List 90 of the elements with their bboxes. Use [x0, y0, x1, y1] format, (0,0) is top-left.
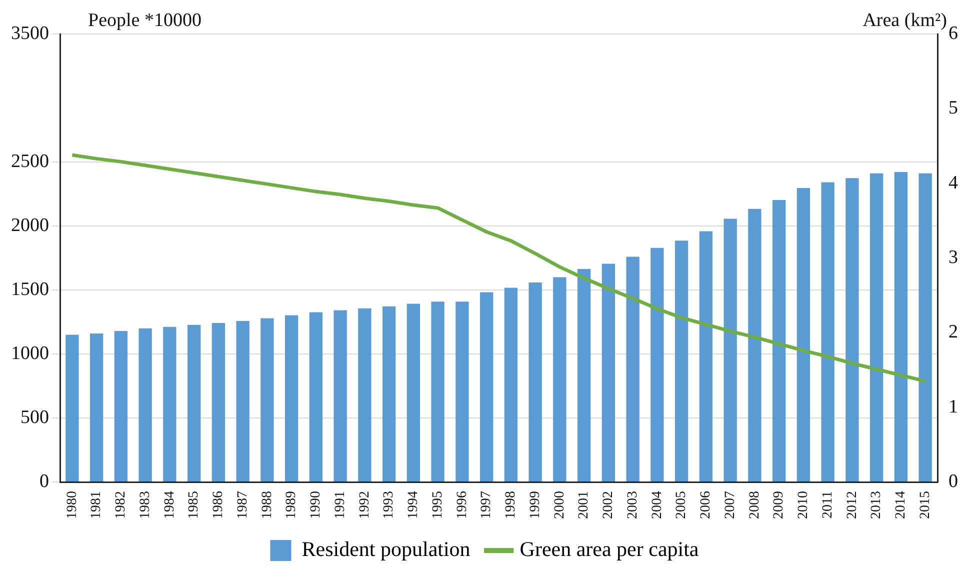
bar — [187, 324, 201, 482]
x-tick-label: 1994 — [406, 491, 422, 519]
x-tick-label: 1998 — [504, 491, 519, 519]
bar — [577, 269, 591, 482]
y2-tick-label: 4 — [948, 172, 958, 194]
bar — [626, 256, 640, 482]
bar — [553, 277, 566, 482]
bar — [846, 178, 859, 482]
x-tick-label: 2000 — [552, 491, 568, 519]
x-tick-label: 1980 — [64, 491, 80, 519]
bar — [284, 315, 298, 482]
x-tick-label: 2012 — [844, 491, 860, 519]
x-tick-label: 2015 — [918, 491, 933, 519]
x-tick-label: 1991 — [332, 491, 348, 519]
bar — [114, 330, 128, 482]
x-tick-label: 1982 — [114, 491, 129, 519]
bar — [334, 310, 347, 482]
x-tick-label: 1986 — [211, 491, 226, 519]
bar — [431, 302, 444, 482]
bar — [504, 288, 518, 482]
x-tick-label: 2010 — [796, 491, 812, 519]
bar — [260, 318, 274, 482]
bar — [163, 326, 176, 482]
x-tick-label: 1981 — [89, 491, 104, 519]
x-tick-label: 1984 — [162, 491, 178, 519]
x-tick-label: 1997 — [479, 491, 494, 519]
bar — [870, 173, 884, 482]
bar — [674, 240, 688, 482]
x-tick-label: 2002 — [601, 491, 616, 519]
x-tick-label: 1999 — [528, 491, 543, 519]
bar — [66, 334, 79, 482]
y-axis-title: People *10000 — [88, 10, 202, 32]
legend-label: Green area per capita — [520, 537, 700, 562]
y-tick-label: 2000 — [11, 214, 49, 236]
y2-tick-label: 6 — [948, 22, 958, 44]
y-tick-label: 1500 — [11, 278, 49, 300]
bar — [796, 188, 810, 482]
bar — [456, 302, 469, 482]
bar — [406, 304, 420, 482]
x-tick-label: 2001 — [576, 491, 592, 519]
x-tick-label: 1992 — [357, 491, 372, 519]
x-tick-label: 1990 — [308, 491, 324, 519]
y-tick-label: 2500 — [11, 150, 49, 172]
x-tick-label: 2004 — [650, 491, 665, 519]
bar — [138, 328, 152, 482]
bar — [236, 320, 250, 482]
bar — [90, 334, 104, 482]
bar — [528, 282, 542, 482]
y-tick-label: 0 — [40, 470, 49, 492]
x-tick-label: 1995 — [430, 491, 446, 519]
x-tick-label: 1983 — [138, 491, 153, 519]
x-tick-label: 1985 — [186, 491, 202, 519]
bar — [382, 306, 396, 482]
x-tick-label: 2005 — [674, 491, 690, 519]
legend-label: Resident population — [302, 537, 471, 562]
bar — [212, 323, 226, 482]
y2-tick-label: 2 — [948, 322, 958, 343]
x-tick-label: 1996 — [454, 491, 470, 519]
y-tick-label: 500 — [20, 406, 49, 428]
y-tick-label: 1000 — [11, 342, 49, 364]
y2-tick-label: 1 — [948, 396, 958, 418]
bar — [358, 308, 372, 482]
bar — [480, 292, 494, 482]
x-tick-label: 2008 — [747, 491, 762, 519]
bar — [650, 248, 664, 482]
x-tick-label: 2014 — [894, 491, 909, 519]
bar — [772, 200, 786, 482]
bar — [309, 312, 323, 482]
bar — [894, 172, 908, 482]
x-tick-label: 2009 — [772, 491, 787, 519]
bar — [918, 173, 932, 482]
y2-tick-label: 5 — [948, 98, 958, 119]
x-tick-label: 1993 — [382, 491, 397, 519]
bar — [602, 264, 616, 482]
x-tick-label: 1988 — [260, 491, 275, 519]
y2-axis-title: Area (km²) — [862, 10, 947, 32]
bar — [821, 182, 834, 482]
y2-tick-label: 0 — [948, 470, 958, 492]
x-tick-label: 1989 — [284, 491, 300, 519]
bar — [724, 218, 737, 482]
bar — [748, 208, 762, 482]
bar — [699, 231, 713, 482]
x-tick-label: 2003 — [625, 491, 640, 519]
x-tick-label: 2013 — [869, 491, 884, 519]
y-tick-label: 3500 — [11, 22, 49, 44]
x-tick-label: 2006 — [698, 491, 714, 519]
y2-tick-label: 3 — [948, 246, 958, 268]
x-tick-label: 2011 — [820, 491, 836, 518]
x-tick-label: 1987 — [235, 491, 250, 519]
x-tick-label: 2007 — [722, 491, 738, 519]
